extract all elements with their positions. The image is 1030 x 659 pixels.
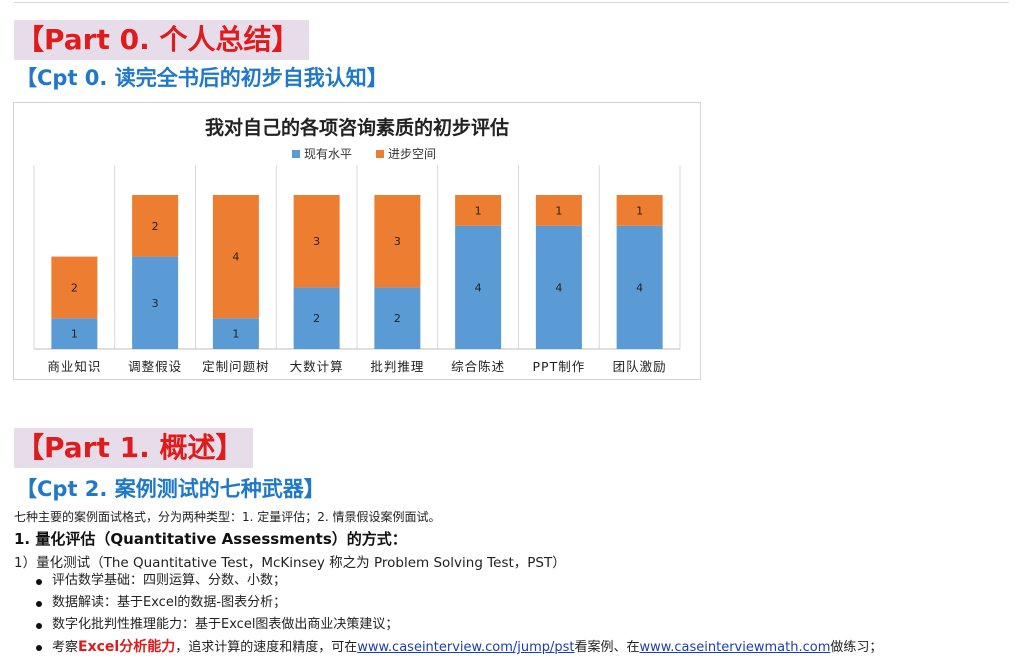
bar-segment	[293, 287, 340, 349]
category-tick-label: 综合陈述	[451, 359, 505, 374]
list-item: 数据解读：基于Excel的数据-图表分析；	[22, 592, 882, 614]
bullet-text: 数字化批判性推理能力：基于Excel图表做出商业决策建议；	[52, 617, 399, 632]
data-label: 4	[232, 251, 239, 264]
intro-text: 七种主要的案例面试格式，分为两种类型：1. 定量评估；2. 情景假设案例面试。	[14, 510, 441, 524]
data-label: 4	[636, 281, 643, 294]
category-tick-label: PPT制作	[533, 359, 586, 374]
list-item: 评估数学基础：四则运算、分数、小数；	[22, 570, 882, 592]
data-label: 1	[636, 204, 643, 217]
bar-segment	[212, 195, 259, 319]
data-label: 1	[555, 204, 562, 217]
bar-segment	[212, 318, 259, 349]
bullet-prefix: 考察	[52, 640, 79, 655]
bar-segment	[132, 195, 179, 257]
bar-segment	[374, 287, 421, 349]
section1-heading: 1. 量化评估（Quantitative Assessments）的方式：	[14, 530, 407, 548]
part0-heading: 【Part 0. 个人总结】	[14, 20, 310, 60]
legend-swatch	[292, 150, 300, 158]
bullet-text: 评估数学基础：四则运算、分数、小数；	[52, 573, 287, 588]
bullet-icon	[36, 601, 42, 607]
bar-segment	[616, 225, 663, 349]
legend-swatch	[376, 150, 384, 158]
top-divider	[14, 2, 1009, 3]
list-item: 数字化批判性推理能力：基于Excel图表做出商业决策建议；	[22, 614, 882, 636]
highlight-text: Excel分析能力	[78, 639, 176, 655]
bar-segment	[455, 195, 502, 226]
bar-segment	[535, 195, 582, 226]
category-tick-label: 定制问题树	[202, 359, 270, 374]
bullet-middle: ，追求计算的速度和精度，可在	[175, 640, 358, 655]
bullet-text: 数据解读：基于Excel的数据-图表分析；	[52, 595, 287, 610]
bullet-icon	[36, 579, 42, 585]
bullet-icon	[36, 623, 42, 629]
bar-segment	[51, 256, 98, 319]
data-label: 1	[71, 328, 78, 341]
data-label: 1	[232, 328, 239, 341]
legend-label: 进步空间	[388, 147, 436, 161]
bullet-suffix: 做练习；	[830, 640, 883, 655]
data-label: 4	[555, 281, 562, 294]
legend-label: 现有水平	[304, 147, 352, 161]
category-tick-label: 团队激励	[613, 359, 667, 374]
cpt0-heading: 【Cpt 0. 读完全书后的初步自我认知】	[16, 66, 388, 90]
item1-text: 1）量化测试（The Quantitative Test，McKinsey 称之…	[14, 555, 566, 571]
bullet-icon	[36, 645, 42, 651]
data-label: 2	[394, 312, 401, 325]
data-label: 3	[394, 235, 401, 248]
data-label: 4	[475, 281, 482, 294]
data-label: 3	[313, 235, 320, 248]
chart-title: 我对自己的各项咨询素质的初步评估	[204, 117, 509, 139]
caseinterviewmath-link[interactable]: www.caseinterviewmath.com	[639, 640, 831, 655]
cpt2-heading: 【Cpt 2. 案例测试的七种武器】	[16, 477, 325, 501]
bar-segment	[293, 195, 340, 288]
bar-segment	[535, 225, 582, 349]
bar-segment	[51, 318, 98, 349]
list-item: 考察Excel分析能力，追求计算的速度和精度，可在www.caseintervi…	[22, 636, 882, 658]
data-label: 3	[152, 297, 159, 310]
data-label: 2	[313, 312, 320, 325]
category-tick-label: 大数计算	[290, 359, 344, 374]
category-tick-label: 调整假设	[128, 359, 182, 374]
chart-container: 我对自己的各项咨询素质的初步评估 现有水平 进步空间 1 2 商业知识 3 2 调整假设 1 4 定…	[13, 102, 701, 380]
data-label: 1	[475, 204, 482, 217]
category-tick-label: 商业知识	[47, 359, 101, 374]
caseinterview-link[interactable]: www.caseinterview.com/jump/pst	[357, 640, 575, 655]
part1-heading: 【Part 1. 概述】	[14, 428, 254, 468]
bullet-list: 评估数学基础：四则运算、分数、小数； 数据解读：基于Excel的数据-图表分析；…	[22, 570, 882, 658]
data-label: 2	[152, 220, 159, 233]
stacked-bar-chart: 现有水平 进步空间 1 2 商业知识 3 2 调整假设 1 4 定制问题树 2 3 大数计算 2 3 批判推理 4…	[33, 147, 681, 374]
bar-segment	[132, 256, 179, 349]
data-label: 2	[71, 281, 78, 294]
category-tick-label: 批判推理	[370, 359, 424, 374]
bar-segment	[616, 195, 663, 226]
bar-segment	[455, 225, 502, 349]
bar-segment	[374, 195, 421, 288]
bullet-middle2: 看案例、在	[574, 640, 640, 655]
